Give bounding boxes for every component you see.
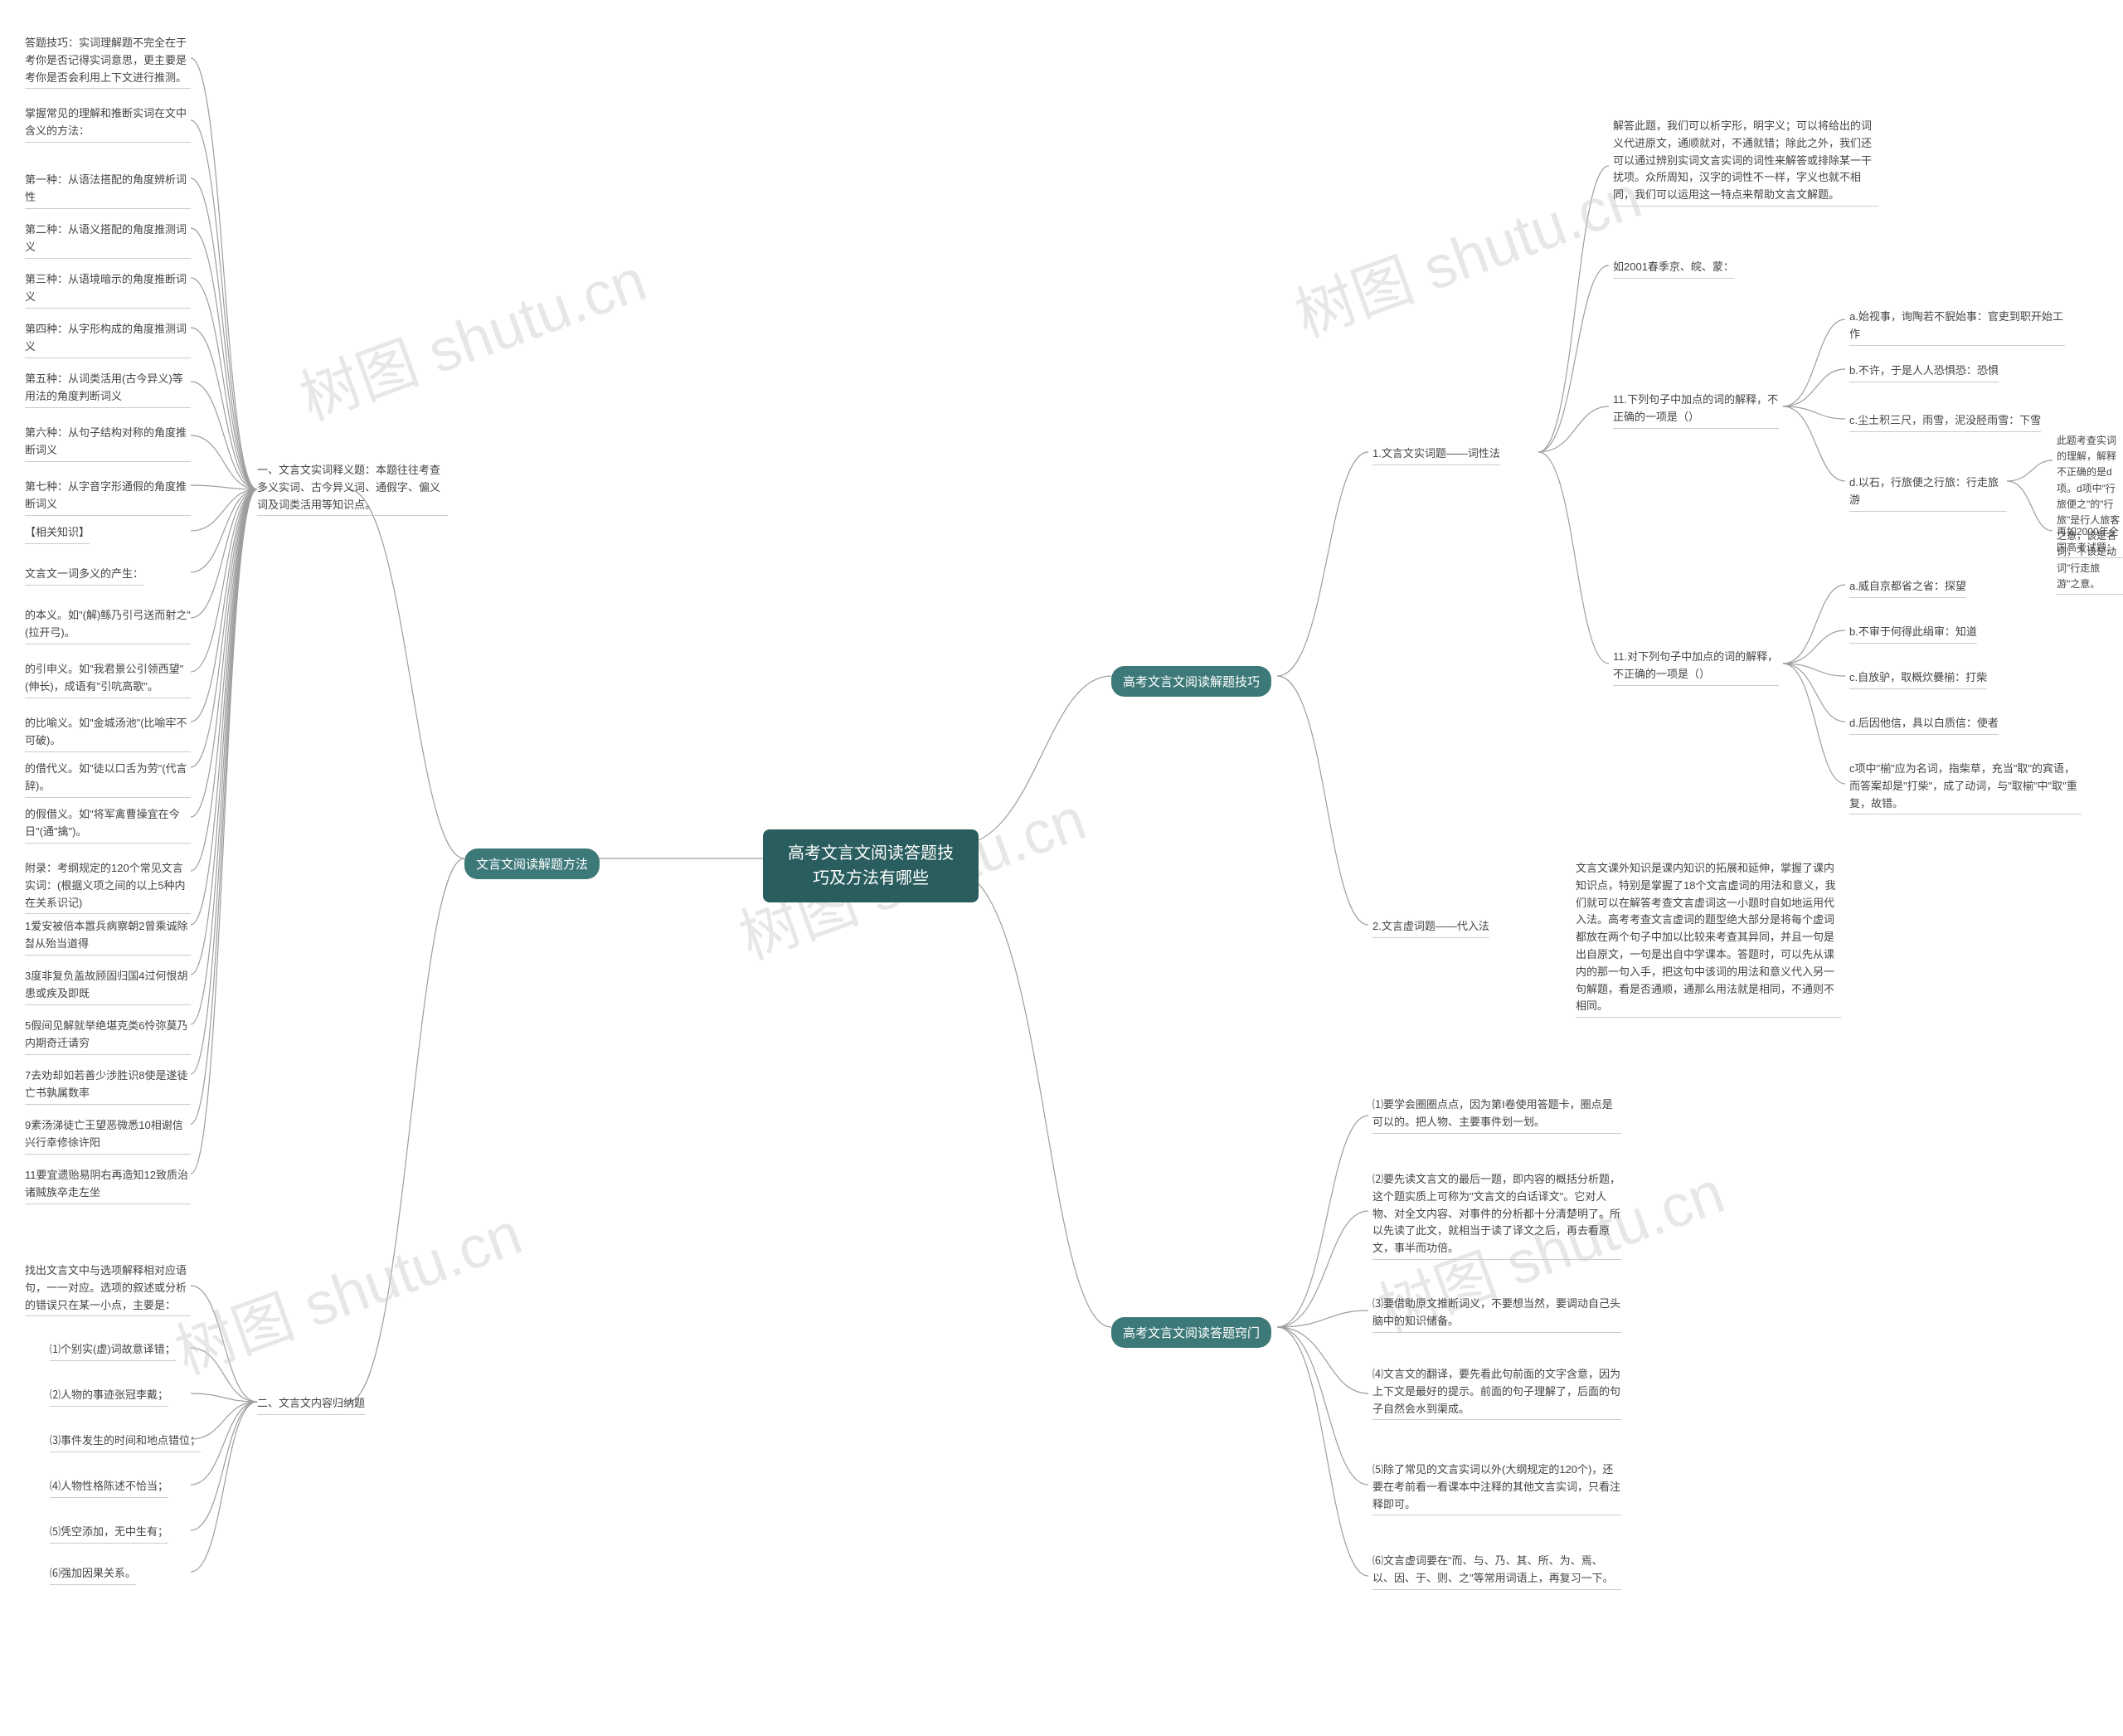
- rt-sec2-title: 2.文言虚词题——代入法: [1372, 917, 1489, 938]
- left-sec1-c4: 第三种：从语境暗示的角度推断词义: [25, 270, 191, 309]
- left-sec1-c20: 7去劝却如若善少涉胜识8使是遂徒亡书孰属数率: [25, 1066, 191, 1105]
- watermark: 树图 shutu.cn: [286, 231, 656, 437]
- left-sec1-c5: 第四种：从字形构成的角度推测词义: [25, 319, 191, 358]
- rb-c1: ⑵要先读文言文的最后一题，即内容的概括分析题，这个题实质上可称为"文言文的白话译…: [1372, 1169, 1621, 1260]
- left-sec1-c14: 的借代义。如"徒以口舌为劳"(代言辞)。: [25, 759, 191, 798]
- watermark: 树图 shutu.cn: [162, 1185, 532, 1391]
- rt-q11-b: b.不许，于是人人恐惧恐：恐惧: [1849, 361, 1999, 382]
- rt-q11-c: c.尘土积三尺，雨雪，泥没胫雨雪：下雪: [1849, 411, 2041, 432]
- branch-right-bottom: 高考文言文阅读答题窍门: [1111, 1317, 1271, 1348]
- left-sec1-c13: 的比喻义。如"金城汤池"(比喻牢不可破)。: [25, 713, 191, 752]
- left-sec1-c12: 的引申义。如"我君景公引领西望"(伸长)，成语有"引吭高歌"。: [25, 659, 191, 698]
- rb-c3: ⑷文言文的翻译，要先看此句前面的文字含意，因为上下文是最好的提示。前面的句子理解…: [1372, 1364, 1621, 1420]
- left-sec1-c8: 第七种：从字音字形通假的角度推断词义: [25, 477, 191, 516]
- left-sec2-c0: ⑴个别实(虚)词故意译错；: [50, 1340, 176, 1361]
- rb-c5: ⑹文言虚词要在"而、与、乃、其、所、为、焉、以、因、于、则、之"等常用词语上，再…: [1372, 1551, 1621, 1590]
- rt-sec1-c0: 解答此题，我们可以析字形，明字义；可以将给出的词义代进原文，通顺就对，不通就错；…: [1613, 116, 1878, 207]
- left-sec1-c6: 第五种：从词类活用(古今异义)等用法的角度判断词义: [25, 369, 191, 408]
- left-sec2-intro: 找出文言文中与选项解释相对应语句，一一对应。选项的叙述或分析的错误只在某一小点，…: [25, 1261, 191, 1316]
- left-sec1-c16: 附录：考纲规定的120个常见文言实词：(根据义项之间的以上5种内在关系识记): [25, 858, 191, 914]
- left-sec1-c2: 第一种：从语法搭配的角度辨析词性: [25, 170, 191, 209]
- rt-q11b-d: d.后因他信，具以白质信：使者: [1849, 713, 1999, 735]
- branch-left: 文言文阅读解题方法: [464, 849, 600, 879]
- left-sec2-c2: ⑶事件发生的时间和地点错位；: [50, 1431, 201, 1452]
- rt-sec2-desc: 文言文课外知识是课内知识的拓展和延伸，掌握了课内知识点，特别是掌握了18个文言虚…: [1576, 858, 1841, 1018]
- left-sec1-c19: 5假间见解就举绝堪克类6怜弥莫乃内期奇迁请穷: [25, 1016, 191, 1055]
- rt-q11-d-n0: 此题考查实词的理解，解释不正确的是d项。d项中"行旅便之"的"行旅"是行人旅客之…: [2057, 431, 2123, 595]
- left-sec1-c10: 文言文一词多义的产生：: [25, 564, 143, 586]
- rt-q11-d: d.以石，行旅便之行旅：行走旅游: [1849, 473, 2007, 512]
- left-sec2-title: 二、文言文内容归纳题: [257, 1393, 365, 1415]
- left-sec1-title: 一、文言文实词释义题：本题往往考查多义实词、古今异义词、通假字、偏义词及词类活用…: [257, 460, 448, 516]
- watermark: 树图 shutu.cn: [1281, 148, 1651, 354]
- rt-q11b-b: b.不审于何得此绢审：知道: [1849, 622, 1977, 644]
- left-sec1-c1: 掌握常见的理解和推断实词在文中含义的方法：: [25, 104, 191, 143]
- rt-q11b-title: 11.对下列句子中加点的词的解释，不正确的一项是（）: [1613, 647, 1779, 686]
- left-sec2-c3: ⑷人物性格陈述不恰当；: [50, 1476, 168, 1498]
- left-sec2-c1: ⑵人物的事迹张冠李戴；: [50, 1385, 168, 1407]
- left-sec1-c15: 的假借义。如"将军禽曹操宜在今日"(通"擒")。: [25, 805, 191, 844]
- rt-q11-title: 11.下列句子中加点的词的解释，不正确的一项是（）: [1613, 390, 1779, 429]
- left-sec1-c9: 【相关知识】: [25, 523, 90, 544]
- left-sec1-c3: 第二种：从语义搭配的角度推测词义: [25, 220, 191, 259]
- left-sec2-c4: ⑸凭空添加，无中生有；: [50, 1522, 168, 1544]
- rt-sec1-c1: 如2001春季京、皖、蒙：: [1613, 257, 1734, 279]
- left-sec1-c17: 1爱安被倍本嚣兵病察朝2曾乘诚除첧从殆当道得: [25, 917, 191, 956]
- branch-right-top: 高考文言文阅读解题技巧: [1111, 666, 1271, 697]
- root-node: 高考文言文阅读答题技巧及方法有哪些: [763, 829, 979, 902]
- rt-sec1-title: 1.文言文实词题——词性法: [1372, 444, 1500, 465]
- rb-c2: ⑶要借助原文推断词义，不要想当然，要调动自己头脑中的知识储备。: [1372, 1294, 1621, 1333]
- rt-q11b-e: c项中"椾"应为名词，指柴草，充当"取"的宾语，而答案却是"打柴"，成了动词，与…: [1849, 759, 2082, 815]
- left-sec1-c18: 3度非复负盖故顾固归国4过何恨胡患或疾及即既: [25, 966, 191, 1005]
- left-sec1-c22: 11要宜遗贻易阴右再造知12致质治诸贼族卒走左坐: [25, 1165, 191, 1204]
- rt-q11b-a: a.威自京都省之省：探望: [1849, 576, 1966, 598]
- rt-q11-a: a.始视事，询陶若不貎始事：官吏到职开始工作: [1849, 307, 2065, 346]
- left-sec1-c21: 9素汤涕徒亡王望恶微悉10相谢信兴行幸修徐许阳: [25, 1116, 191, 1155]
- left-sec1-c11: 的本义。如"(解)鲧乃引弓送而射之"(拉开弓)。: [25, 605, 191, 644]
- left-sec2-c5: ⑹强加因果关系。: [50, 1563, 136, 1585]
- left-sec1-c0: 答题技巧：实词理解题不完全在于考你是否记得实词意思，更主要是考你是否会利用上下文…: [25, 33, 191, 89]
- rb-c4: ⑸除了常见的文言实词以外(大纲规定的120个)，还要在考前看一看课本中注释的其他…: [1372, 1460, 1621, 1515]
- rt-q11-d-n1: 再如2000年全国高考试题：: [2057, 523, 2123, 558]
- left-sec1-c7: 第六种：从句子结构对称的角度推断词义: [25, 423, 191, 462]
- rb-c0: ⑴要学会圈圈点点，因为第I卷使用答题卡，圈点是可以的。把人物、主要事件划一划。: [1372, 1095, 1621, 1134]
- rt-q11b-c: c.自放驴，取概炊爨椾：打柴: [1849, 668, 1987, 689]
